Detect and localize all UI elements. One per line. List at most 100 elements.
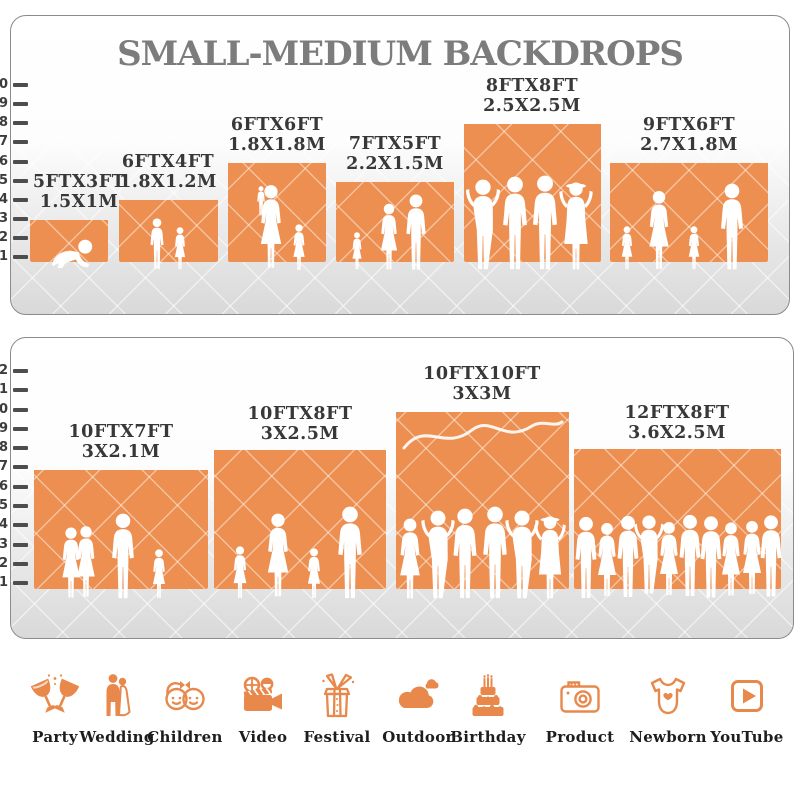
ruler-number: 7 — [0, 134, 8, 149]
man-silhouette — [402, 194, 430, 271]
ruler-number: 7 — [0, 459, 8, 474]
ruler-tick — [13, 179, 28, 183]
ruler-number: 11 — [0, 382, 8, 397]
festival-icon — [322, 673, 355, 718]
ruler-tick — [13, 446, 28, 450]
ruler-tick — [13, 543, 28, 547]
category-video: Video — [217, 668, 309, 746]
backdrop-label: 10FTX8FT 3X2.5M — [247, 404, 353, 444]
girl-silhouette — [149, 549, 170, 599]
backdrop-rect-10x10 — [396, 412, 569, 589]
girl-silhouette — [289, 224, 308, 271]
category-label: Children — [147, 728, 223, 746]
category-label: Outdoor — [382, 728, 454, 746]
category-product: Product — [534, 668, 626, 746]
ruler-tick — [13, 504, 28, 508]
ruler-number: 4 — [0, 192, 8, 207]
girl-silhouette — [349, 232, 365, 270]
category-label: Newborn — [629, 728, 707, 746]
backdrop-rect-10x7 — [34, 470, 208, 589]
category-label: YouTube — [710, 728, 784, 746]
backdrop-label: 6FTX4FT 1.8X1.2M — [119, 152, 217, 192]
ruler-tick — [13, 160, 28, 164]
girl-silhouette — [229, 546, 251, 599]
ruler-number: 9 — [0, 96, 8, 111]
ruler-tick — [13, 369, 28, 373]
category-label: Birthday — [450, 728, 526, 746]
woman-silhouette — [376, 203, 403, 271]
video-icon — [243, 676, 282, 711]
ruler-tick — [13, 236, 28, 240]
outdoor-icon — [398, 679, 439, 708]
backdrop-rect-8x8 — [464, 124, 601, 262]
ruler-tick — [13, 465, 28, 469]
backdrop-label: 7FTX5FT 2.2X1.5M — [346, 134, 444, 174]
ruler-number: 5 — [0, 498, 8, 513]
ruler-number: 3 — [0, 537, 8, 552]
ruler-number: 10 — [0, 402, 8, 417]
ruler-number: 9 — [0, 421, 8, 436]
script-flourish — [402, 420, 564, 450]
ruler-number: 6 — [0, 154, 8, 169]
backdrop-label: 5FTX3FT 1.5X1M — [32, 172, 126, 212]
ruler-number: 10 — [0, 77, 8, 92]
ruler-tick — [13, 140, 28, 144]
ruler-tick — [13, 83, 28, 87]
ruler-tick — [13, 121, 28, 125]
backdrop-rect-5x3 — [30, 220, 108, 262]
backdrop-rect-9x6 — [610, 163, 768, 262]
man-silhouette — [756, 513, 786, 600]
backdrop-label: 6FTX6FT 1.8X1.8M — [228, 115, 326, 155]
category-birthday: Birthday — [442, 668, 534, 746]
man-silhouette — [716, 183, 748, 271]
backdrop-rect-6x6 — [228, 163, 326, 262]
ruler-tick — [13, 388, 28, 392]
backdrop-label: 9FTX6FT 2.7X1.8M — [640, 115, 738, 155]
girl-silhouette — [685, 226, 703, 270]
ruler-tick — [13, 217, 28, 221]
wedding-icon — [106, 674, 131, 717]
ruler-tick — [13, 198, 28, 202]
baby-silhouette — [46, 238, 96, 268]
ruler-number: 12 — [0, 363, 8, 378]
ruler-number: 1 — [0, 575, 8, 590]
ruler-tick — [13, 255, 28, 259]
ruler-number: 4 — [0, 517, 8, 532]
category-outdoor: Outdoor — [372, 668, 464, 746]
backdrop-label: 10FTX10FT 3X3M — [423, 364, 541, 404]
backdrop-rect-7x5 — [336, 182, 454, 262]
woman-silhouette — [72, 525, 101, 599]
ruler-number: 1 — [0, 249, 8, 264]
category-wedding: Wedding — [71, 668, 163, 746]
ruler-tick — [13, 102, 28, 106]
children-icon — [165, 681, 205, 711]
ruler-number: 8 — [0, 440, 8, 455]
page-title: SMALL-MEDIUM BACKDROPS — [117, 34, 684, 74]
panel-small-backdrops: SMALL-MEDIUM BACKDROPS 5FTX3FT 1.5X1M 6FT… — [10, 15, 790, 315]
category-label: Wedding — [79, 728, 155, 746]
woman-silhouette — [261, 511, 295, 600]
backdrop-label: 8FTX8FT 2.5X2.5M — [483, 76, 581, 116]
backdrop-label: 12FTX8FT 3.6X2.5M — [624, 403, 730, 443]
ruler-number: 2 — [0, 230, 8, 245]
ruler-tick — [13, 581, 28, 585]
man-silhouette — [465, 179, 502, 271]
boy-silhouette — [147, 218, 166, 270]
man-silhouette — [333, 506, 367, 600]
ruler-tick — [13, 427, 28, 431]
panel-medium-backdrops: 10FTX7FT 3X2.1M 10FTX8FT 3X2.5M 10FTX10FT 3… — [10, 337, 794, 639]
ruler-tick — [13, 523, 28, 527]
category-label: Festival — [303, 728, 371, 746]
girl-silhouette — [303, 548, 324, 599]
category-label: Product — [545, 728, 615, 746]
youtube-icon — [731, 680, 763, 712]
woman-silhouette — [532, 515, 568, 600]
newborn-icon — [650, 677, 686, 715]
party-icon — [31, 674, 79, 713]
ruler-number: 2 — [0, 556, 8, 571]
man-silhouette — [107, 513, 139, 600]
category-label: Party — [32, 728, 78, 746]
woman-silhouette — [254, 183, 288, 271]
girl-silhouette — [171, 227, 189, 270]
woman-silhouette — [557, 181, 595, 271]
